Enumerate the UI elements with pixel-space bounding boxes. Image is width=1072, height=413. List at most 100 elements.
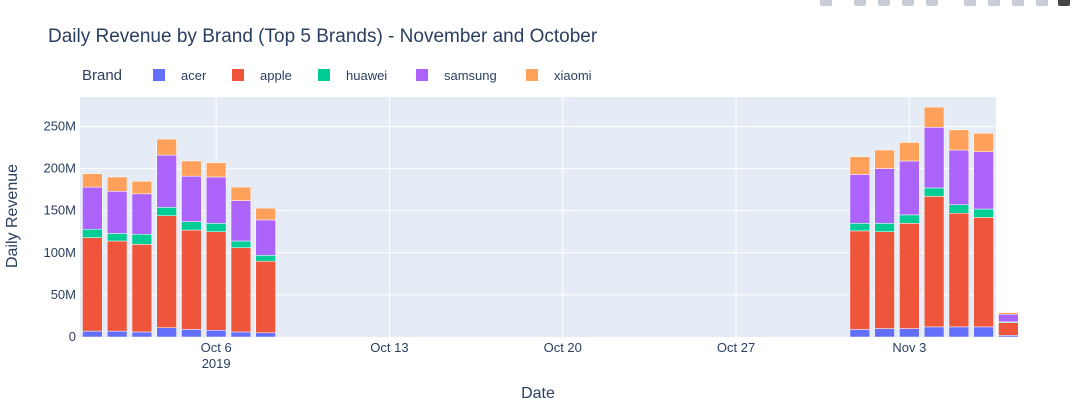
bar-samsung[interactable] [998,314,1019,323]
bar-acer[interactable] [181,329,202,338]
bar-apple[interactable] [131,244,153,333]
bar-samsung[interactable] [181,175,202,222]
bar-apple[interactable] [923,196,945,328]
box-select-icon[interactable] [902,0,914,6]
bar-apple[interactable] [849,230,870,330]
y-tick-label: 50M [51,287,76,302]
bar-apple[interactable] [106,240,128,332]
bar-samsung[interactable] [230,200,252,242]
zoom-in-icon[interactable] [964,0,976,6]
legend-item-samsung[interactable]: samsung [416,68,497,83]
bar-xiaomi[interactable] [156,138,177,156]
bar-xiaomi[interactable] [230,186,252,201]
y-tick-label: 100M [43,245,76,260]
autoscale-icon[interactable] [1012,0,1024,6]
bar-samsung[interactable] [255,219,276,256]
legend-item-xiaomi[interactable]: xiaomi [526,68,592,83]
legend[interactable]: Brand acer apple huawei samsung xiaomi [82,67,592,84]
bar-xiaomi[interactable] [899,142,920,162]
bar-acer[interactable] [973,326,994,338]
x-tick-year-label: 2019 [202,356,231,371]
legend-item-huawei[interactable]: huawei [318,68,387,83]
bar-huawei[interactable] [948,204,970,214]
bar-acer[interactable] [998,335,1019,338]
bar-huawei[interactable] [131,234,153,245]
bar-huawei[interactable] [230,240,252,248]
bar-samsung[interactable] [874,168,895,224]
pan-icon[interactable] [878,0,890,6]
reset-axes-icon[interactable] [1036,0,1048,6]
bar-xiaomi[interactable] [181,160,202,177]
zoom-icon[interactable] [854,0,866,6]
y-tick-label: 200M [43,161,76,176]
bar-xiaomi[interactable] [973,132,994,152]
x-tick-label: Oct 20 [544,340,582,355]
bar-xiaomi[interactable] [106,176,128,192]
x-axis-title: Date [521,385,555,402]
bar-huawei[interactable] [973,208,994,218]
bar-samsung[interactable] [899,160,920,216]
legend-label: samsung [444,68,497,83]
bar-samsung[interactable] [948,149,970,206]
bar-apple[interactable] [181,229,202,330]
bar-samsung[interactable] [923,127,945,189]
bar-xiaomi[interactable] [82,173,103,188]
bar-huawei[interactable] [899,214,920,224]
bar-apple[interactable] [948,212,970,328]
bar-acer[interactable] [255,332,276,338]
bar-apple[interactable] [899,223,920,329]
bar-huawei[interactable] [181,221,202,231]
bar-acer[interactable] [874,328,895,338]
bar-apple[interactable] [156,215,177,328]
bar-acer[interactable] [131,331,153,338]
bar-apple[interactable] [998,322,1019,336]
bar-acer[interactable] [82,330,103,338]
bar-apple[interactable] [255,260,276,334]
bar-xiaomi[interactable] [923,106,945,128]
bar-huawei[interactable] [106,233,128,242]
bar-samsung[interactable] [156,154,177,208]
bar-acer[interactable] [206,330,227,338]
bar-samsung[interactable] [849,174,870,224]
bar-huawei[interactable] [255,255,276,262]
bar-huawei[interactable] [849,223,870,232]
bar-samsung[interactable] [973,151,994,210]
bar-apple[interactable] [230,247,252,333]
bar-xiaomi[interactable] [948,129,970,151]
bar-xiaomi[interactable] [998,312,1019,315]
bar-samsung[interactable] [206,176,227,224]
lasso-select-icon[interactable] [926,0,938,6]
bar-huawei[interactable] [874,223,895,232]
zoom-out-icon[interactable] [988,0,1000,6]
bar-acer[interactable] [156,327,177,338]
bar-acer[interactable] [106,330,128,338]
legend-item-apple[interactable]: apple [232,68,292,83]
bar-xiaomi[interactable] [206,162,227,178]
bar-acer[interactable] [899,328,920,338]
bar-xiaomi[interactable] [131,180,153,195]
bar-samsung[interactable] [82,186,103,230]
bar-xiaomi[interactable] [255,207,276,221]
legend-item-acer[interactable]: acer [153,68,207,83]
bar-apple[interactable] [206,231,227,331]
modebar[interactable] [792,0,1072,10]
bar-apple[interactable] [82,237,103,332]
bar-huawei[interactable] [206,223,227,232]
bar-xiaomi[interactable] [849,156,870,175]
bar-apple[interactable] [874,231,895,329]
bar-acer[interactable] [230,331,252,338]
bar-xiaomi[interactable] [874,149,895,169]
bar-acer[interactable] [923,326,945,338]
bar-samsung[interactable] [106,191,128,234]
bar-acer[interactable] [849,329,870,338]
plotly-logo-icon[interactable] [1058,0,1070,6]
x-tick-label: Oct 13 [370,340,408,355]
bar-samsung[interactable] [131,193,153,235]
x-tick-label: Nov 3 [892,340,926,355]
bar-huawei[interactable] [923,187,945,197]
bar-apple[interactable] [973,217,994,328]
camera-icon[interactable] [820,0,832,6]
bar-huawei[interactable] [156,207,177,216]
bar-acer[interactable] [948,326,970,338]
bar-huawei[interactable] [82,228,103,238]
